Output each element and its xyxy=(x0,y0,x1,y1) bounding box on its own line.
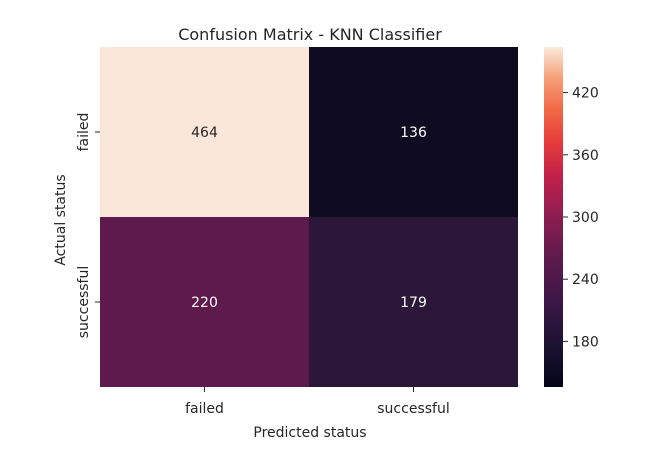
cell-value-label: 136 xyxy=(400,125,427,141)
colorbar-tick-label: 420 xyxy=(572,86,599,102)
heatmap-cell xyxy=(100,217,309,387)
y-axis-label: Actual status xyxy=(53,174,69,265)
x-tick-label: failed xyxy=(185,401,224,417)
heatmap-cell xyxy=(309,47,518,217)
cell-value-label: 179 xyxy=(400,295,427,311)
colorbar-tick-label: 360 xyxy=(572,148,599,164)
chart-title: Confusion Matrix - KNN Classifier xyxy=(178,25,442,44)
cell-value-label: 220 xyxy=(191,295,218,311)
y-tick-label: successful xyxy=(76,266,92,338)
x-tick-label: successful xyxy=(377,401,449,417)
x-axis-label: Predicted status xyxy=(253,425,366,441)
heatmap-cell xyxy=(100,47,309,217)
colorbar-tick-label: 180 xyxy=(572,334,599,350)
cell-value-label: 464 xyxy=(191,125,218,141)
y-tick-label: failed xyxy=(76,113,92,152)
colorbar-tick-label: 300 xyxy=(572,210,599,226)
colorbar xyxy=(544,47,563,387)
heatmap-cell xyxy=(309,217,518,387)
colorbar-tick-label: 240 xyxy=(572,272,599,288)
